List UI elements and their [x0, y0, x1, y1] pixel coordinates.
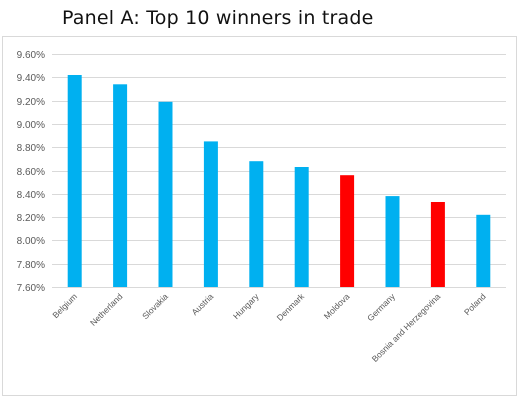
y-tick-label: 7.80% [17, 260, 45, 271]
x-axis-category-labels: Belgium Netherland Slovakia Austria Hungary D… [50, 291, 488, 364]
x-tick-label: Germany [365, 291, 397, 323]
y-tick-label: 9.60% [17, 50, 45, 61]
y-tick-label: 9.00% [17, 120, 45, 131]
x-tick-label: Belgium [50, 291, 79, 320]
y-axis-tick-labels: 7.60% 7.80% 8.00% 8.20% 8.40% 8.60% 8.80% 9.00%… [17, 50, 45, 294]
bar-poland [476, 214, 491, 287]
x-tick-label: Hungary [231, 291, 261, 321]
bar-belgium [67, 75, 82, 287]
y-tick-label: 9.20% [17, 97, 45, 108]
x-tick-label: Austria [190, 291, 216, 317]
y-tick-label: 8.60% [17, 167, 45, 178]
x-tick-label: Moldova [322, 291, 352, 321]
bar-austria [203, 141, 218, 287]
bar-hungary [249, 161, 264, 287]
bar-bosnia-and-herzegovina [430, 202, 445, 287]
bar-moldova [340, 175, 355, 287]
x-tick-label: Netherland [88, 291, 125, 328]
bars [67, 75, 491, 287]
bar-netherland [113, 84, 128, 287]
x-tick-label: Denmark [275, 291, 307, 323]
bar-denmark [294, 167, 309, 287]
x-tick-label: Poland [462, 291, 488, 317]
bar-germany [385, 196, 400, 287]
gridlines [52, 54, 506, 288]
y-tick-label: 8.80% [17, 143, 45, 154]
y-tick-label: 8.20% [17, 213, 45, 224]
y-tick-label: 7.60% [17, 283, 45, 294]
panel-title: Panel A: Top 10 winners in trade [62, 7, 374, 29]
bar-slovakia [158, 101, 173, 287]
y-tick-label: 9.40% [17, 73, 45, 84]
y-tick-label: 8.40% [17, 190, 45, 201]
x-tick-label: Slovakia [140, 291, 170, 321]
y-tick-label: 8.00% [17, 236, 45, 247]
